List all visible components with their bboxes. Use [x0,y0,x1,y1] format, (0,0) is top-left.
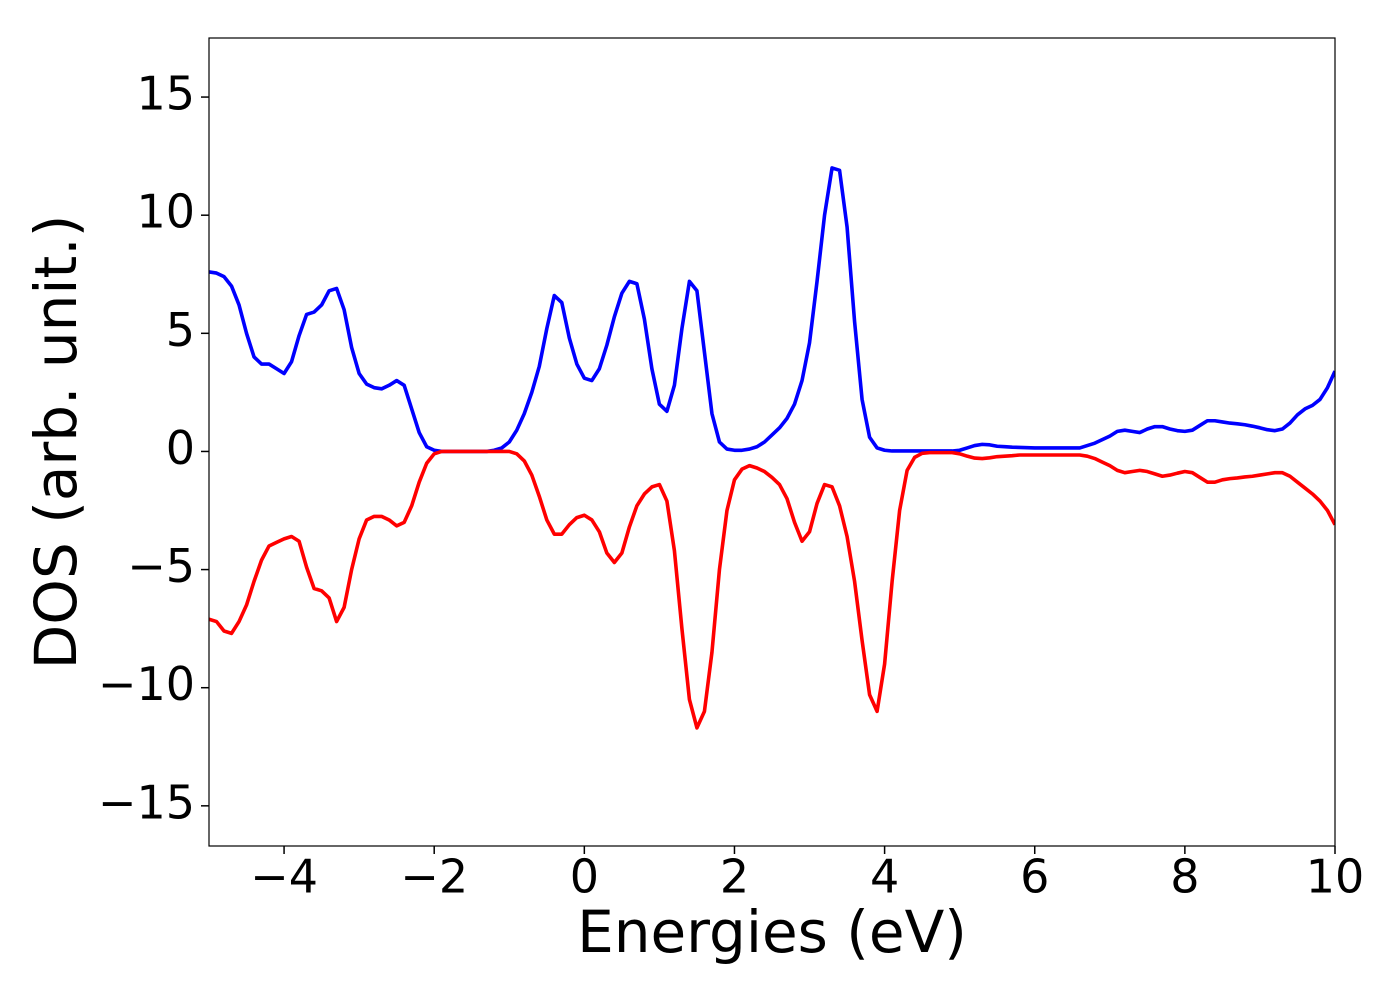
x-tick-label: −2 [400,850,468,904]
x-tick-label: 0 [570,850,599,904]
y-tick-label: 5 [166,303,195,357]
x-tick-label: 4 [870,850,899,904]
y-tick-label: −15 [98,775,195,829]
y-tick-label: 0 [166,421,195,475]
x-tick-label: 10 [1306,850,1365,904]
y-tick-label: 10 [136,185,195,239]
y-tick-label: −5 [127,539,195,593]
y-tick-label: 15 [136,67,195,121]
series-line [209,449,1335,730]
y-tick-label: −10 [98,657,195,711]
x-axis-label: Energies (eV) [577,898,967,966]
plot-frame [208,37,1336,847]
x-tick-label: 2 [720,850,749,904]
series-line [209,166,1335,454]
y-axis-label: DOS (arb. unit.) [22,215,90,670]
x-tick-label: 8 [1170,850,1199,904]
x-tick-label: −4 [250,850,318,904]
x-tick-label: 6 [1020,850,1049,904]
